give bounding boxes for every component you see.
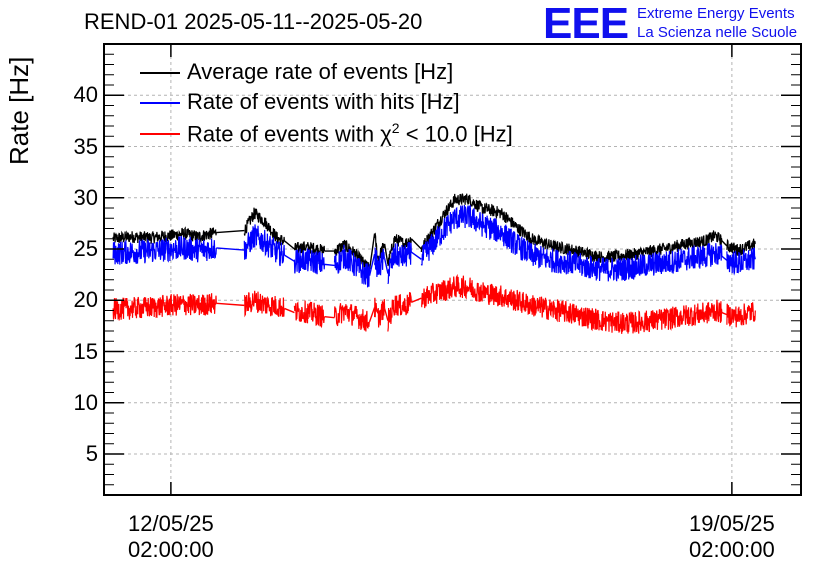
series-segment (333, 244, 371, 288)
series-chi2 (112, 273, 756, 334)
series-gap-connector (410, 251, 422, 260)
series-gap-connector (368, 233, 376, 270)
series-gap-connector (721, 240, 728, 247)
series-gap-connector (216, 302, 245, 307)
series-gap-connector (284, 254, 295, 262)
series-gap-connector (283, 240, 295, 250)
y-tick-label: 40 (73, 82, 98, 108)
series-segment (333, 303, 371, 332)
series-segment (112, 235, 217, 265)
legend-chi2-prefix: Rate of events with (187, 121, 381, 147)
eee-logo-mark: EEE (543, 0, 629, 48)
x-tick-label: 19/05/25 02:00:00 (662, 511, 802, 563)
series-segment (726, 302, 756, 328)
x-tick-time: 02:00:00 (689, 537, 775, 562)
series-segment (333, 239, 370, 272)
legend-item-hits: Rate of events with hits [Hz] (140, 88, 600, 118)
series-segment (293, 248, 326, 275)
series-gap-connector (411, 297, 422, 303)
x-tick-time: 02:00:00 (128, 537, 214, 562)
legend-swatch-blue (140, 102, 180, 104)
chart-title: REND-01 2025-05-11--2025-05-20 (84, 9, 423, 34)
y-tick-label: 35 (73, 133, 98, 159)
y-tick-label: 15 (73, 338, 98, 364)
series-group (112, 193, 756, 334)
series-gap-connector (383, 243, 389, 265)
legend-swatch-red (140, 133, 180, 135)
legend-item-average: Average rate of events [Hz] (140, 58, 600, 88)
series-segment (293, 300, 326, 329)
legend-label-chi2: Rate of events with χ2 < 10.0 [Hz] (187, 120, 513, 147)
series-segment (726, 238, 756, 257)
axis-ticks (104, 43, 801, 496)
y-tick-label: 5 (85, 441, 98, 466)
series-segment (421, 273, 723, 334)
series-segment (420, 204, 723, 282)
y-tick-label: 20 (73, 287, 98, 313)
legend-item-chi2: Rate of events with χ2 < 10.0 [Hz] (140, 119, 600, 149)
series-segment (243, 290, 285, 318)
series-gap-connector (216, 247, 245, 251)
y-axis-label: Rate [Hz] (4, 56, 34, 165)
series-segment (243, 224, 285, 267)
chi-superscript: 2 (391, 120, 400, 136)
series-gap-connector (368, 253, 376, 276)
legend-swatch-black (140, 72, 180, 74)
series-gap-connector (721, 255, 728, 261)
x-tick-label: 12/05/25 02:00:00 (101, 511, 241, 563)
x-tick-date: 12/05/25 (128, 511, 214, 536)
series-gap-connector (721, 311, 728, 316)
series-segment (374, 247, 386, 278)
legend-label-average: Average rate of events [Hz] (187, 59, 454, 84)
series-gap-connector (324, 315, 335, 319)
series-gap-connector (410, 238, 422, 250)
legend-chi2-suffix: < 10.0 [Hz] (399, 121, 513, 147)
series-segment (374, 297, 386, 328)
gridlines (104, 44, 801, 495)
series-hits (112, 204, 756, 288)
y-tick-label: 25 (73, 236, 98, 261)
y-tick-label: 30 (73, 184, 98, 210)
series-segment (387, 241, 412, 285)
series-gap-connector (324, 263, 335, 267)
series-segment (420, 193, 723, 264)
x-tick-date: 19/05/25 (689, 511, 775, 536)
y-tick-label: 10 (73, 389, 98, 415)
series-segment (112, 226, 217, 244)
legend-label-hits: Rate of events with hits [Hz] (187, 89, 460, 114)
series-gap-connector (216, 229, 245, 234)
series-gap-connector (368, 307, 376, 323)
series-segment (726, 247, 756, 276)
series-segment (112, 293, 217, 321)
series-gap-connector (383, 258, 389, 274)
chi-symbol: χ (380, 121, 392, 147)
logo-line-2: La Scienza nelle Scuole (637, 24, 798, 41)
series-segment (387, 292, 412, 332)
logo-line-1: Extreme Energy Events (637, 5, 795, 22)
series-gap-connector (383, 308, 389, 321)
series-gap-connector (284, 307, 295, 314)
